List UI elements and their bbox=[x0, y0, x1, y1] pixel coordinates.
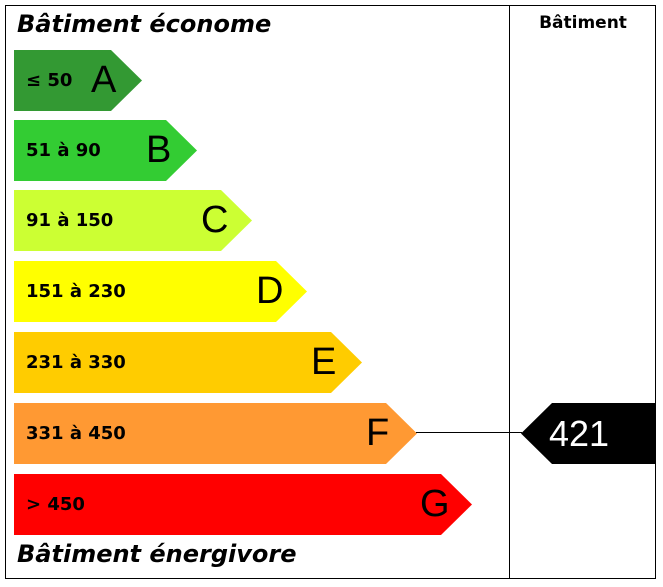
indicator-value: 421 bbox=[549, 413, 610, 454]
band-c-letter: C bbox=[201, 199, 229, 241]
band-c: 91 à 150 C bbox=[14, 190, 252, 251]
band-f-letter: F bbox=[366, 412, 390, 454]
band-d-range: 151 à 230 bbox=[26, 281, 126, 302]
band-d-letter: D bbox=[256, 270, 284, 312]
building-indicator: 421 bbox=[521, 403, 656, 464]
band-e-letter: E bbox=[311, 341, 337, 383]
band-e: 231 à 330 E bbox=[14, 332, 362, 393]
band-a-letter: A bbox=[91, 59, 117, 101]
band-a-arrow bbox=[14, 50, 142, 111]
band-f: 331 à 450 F bbox=[14, 403, 417, 464]
band-g: > 450 G bbox=[14, 474, 472, 535]
band-b: 51 à 90 B bbox=[14, 120, 197, 181]
column-header-building: Bâtiment bbox=[539, 13, 627, 33]
band-f-range: 331 à 450 bbox=[26, 423, 126, 444]
title-energy-intensive: Bâtiment énergivore bbox=[17, 540, 297, 568]
band-b-arrow bbox=[14, 120, 197, 181]
band-d-arrow bbox=[14, 261, 307, 322]
band-g-range: > 450 bbox=[26, 494, 85, 515]
band-c-arrow bbox=[14, 190, 252, 251]
band-g-letter: G bbox=[420, 483, 450, 525]
band-e-range: 231 à 330 bbox=[26, 352, 126, 373]
band-c-range: 91 à 150 bbox=[26, 210, 114, 231]
band-a-range: ≤ 50 bbox=[26, 70, 73, 91]
column-divider bbox=[509, 5, 510, 579]
title-economical: Bâtiment économe bbox=[17, 10, 272, 38]
band-f-arrow bbox=[14, 403, 417, 464]
band-b-letter: B bbox=[146, 129, 172, 171]
band-a: ≤ 50 A bbox=[14, 50, 142, 111]
band-g-arrow bbox=[14, 474, 472, 535]
label-frame bbox=[5, 5, 656, 579]
indicator-connector-line bbox=[416, 432, 522, 433]
band-e-arrow bbox=[14, 332, 362, 393]
band-b-range: 51 à 90 bbox=[26, 140, 101, 161]
band-d: 151 à 230 D bbox=[14, 261, 307, 322]
indicator-arrow-shape bbox=[521, 403, 656, 464]
